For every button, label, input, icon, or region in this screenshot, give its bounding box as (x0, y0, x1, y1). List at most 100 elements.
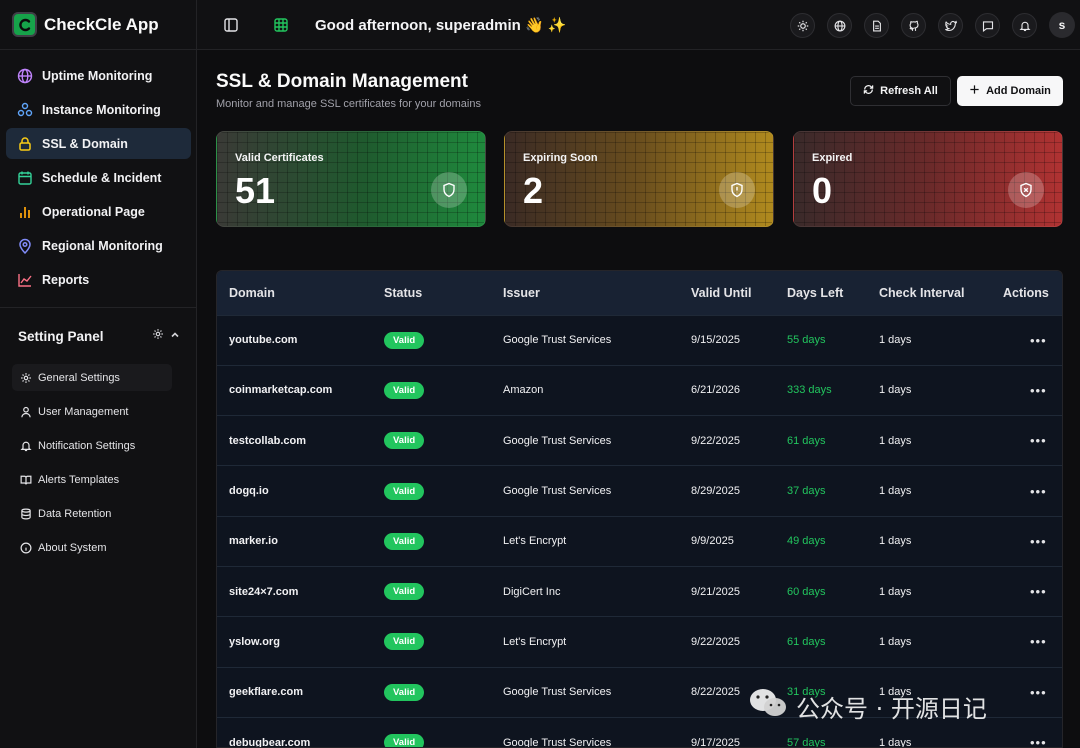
stat-label: Expiring Soon (523, 152, 598, 164)
days-left-cell: 55 days (787, 334, 826, 347)
sidebar-toggle-icon[interactable] (220, 14, 242, 36)
table-row[interactable]: yslow.org Valid Let's Encrypt 9/22/2025 … (217, 616, 1062, 667)
brand[interactable]: CheckCle App (0, 0, 197, 50)
lock-icon (16, 135, 34, 153)
nav-label: Uptime Monitoring (42, 68, 153, 83)
column-header-days-left[interactable]: Days Left (787, 285, 844, 300)
column-header-valid-until[interactable]: Valid Until (691, 285, 752, 300)
column-header-status[interactable]: Status (384, 285, 423, 300)
table-row[interactable]: site24×7.com Valid DigiCert Inc 9/21/202… (217, 566, 1062, 616)
docs-file-icon[interactable] (864, 13, 889, 38)
more-actions-icon[interactable]: ••• (1030, 483, 1047, 499)
domain-cell: testcollab.com (229, 434, 307, 447)
table-row[interactable]: geekflare.com Valid Google Trust Service… (217, 667, 1062, 717)
stat-value: 2 (523, 170, 544, 211)
nav-item-uptime-monitoring[interactable]: Uptime Monitoring (6, 60, 191, 91)
table-row[interactable]: marker.io Valid Let's Encrypt 9/9/2025 4… (217, 516, 1062, 566)
nav-item-ssl-domain[interactable]: SSL & Domain (6, 128, 191, 159)
days-left-cell: 61 days (787, 635, 826, 648)
app-title: CheckCle App (44, 14, 159, 34)
settings-item-data-retention[interactable]: Data Retention (12, 500, 172, 527)
theme-toggle-sun-icon[interactable] (790, 13, 815, 38)
github-icon[interactable] (901, 13, 926, 38)
column-header-check-interval[interactable]: Check Interval (879, 285, 965, 300)
days-left-cell: 61 days (787, 434, 826, 447)
settings-item-label: Notification Settings (38, 439, 136, 452)
info-icon (19, 541, 32, 554)
settings-item-general[interactable]: General Settings (12, 364, 172, 391)
language-globe-icon[interactable] (827, 13, 852, 38)
more-actions-icon[interactable]: ••• (1030, 684, 1047, 700)
settings-item-alerts-templates[interactable]: Alerts Templates (12, 466, 172, 493)
shield-x-icon (1008, 172, 1044, 208)
table-row[interactable]: testcollab.com Valid Google Trust Servic… (217, 415, 1062, 466)
more-actions-icon[interactable]: ••• (1030, 634, 1047, 650)
bell-icon (19, 439, 32, 452)
more-actions-icon[interactable]: ••• (1030, 382, 1047, 398)
domain-cell: dogq.io (229, 485, 269, 498)
sidebar-divider (0, 307, 197, 308)
notification-bell-icon[interactable] (1012, 13, 1037, 38)
check-interval-cell: 1 days (879, 334, 912, 347)
stat-label: Valid Certificates (235, 152, 324, 164)
chevron-up-icon[interactable] (170, 327, 180, 345)
more-actions-icon[interactable]: ••• (1030, 433, 1047, 449)
avatar[interactable]: s (1049, 12, 1075, 38)
add-domain-button[interactable]: Add Domain (957, 76, 1063, 106)
settings-item-label: User Management (38, 405, 129, 418)
issuer-cell: DigiCert Inc (503, 585, 561, 598)
network-icon (16, 101, 34, 119)
valid-until-cell: 9/22/2025 (691, 635, 740, 648)
status-badge: Valid (384, 331, 425, 349)
refresh-all-label: Refresh All (880, 85, 938, 97)
status-badge: Valid (384, 583, 425, 601)
setting-panel-header[interactable]: Setting Panel (18, 327, 180, 345)
valid-until-cell: 9/17/2025 (691, 736, 740, 748)
refresh-all-button[interactable]: Refresh All (850, 76, 951, 106)
nav-item-instance-monitoring[interactable]: Instance Monitoring (6, 94, 191, 125)
valid-until-cell: 6/21/2026 (691, 384, 740, 397)
nav-item-schedule-incident[interactable]: Schedule & Incident (6, 162, 191, 193)
settings-item-user-management[interactable]: User Management (12, 398, 172, 425)
nav-label: Operational Page (42, 204, 145, 219)
nav-item-reports[interactable]: Reports (6, 264, 191, 295)
column-header-issuer[interactable]: Issuer (503, 285, 540, 300)
setting-panel-title: Setting Panel (18, 328, 104, 344)
watermark: 公众号 · 开源日记 (748, 686, 987, 726)
settings-item-notification[interactable]: Notification Settings (12, 432, 172, 459)
domain-cell: debugbear.com (229, 736, 311, 748)
table-row[interactable]: dogq.io Valid Google Trust Services 8/29… (217, 465, 1062, 516)
message-icon[interactable] (975, 13, 1000, 38)
bar-chart-icon (16, 203, 34, 221)
settings-list: General Settings User Management Notific… (12, 364, 172, 568)
valid-until-cell: 9/21/2025 (691, 585, 740, 598)
settings-item-label: Data Retention (38, 507, 112, 520)
greeting-text: Good afternoon, superadmin 👋 ✨ (315, 17, 567, 34)
valid-until-cell: 8/22/2025 (691, 686, 740, 699)
main-content: SSL & Domain Management Monitor and mana… (197, 50, 1080, 748)
nav-label: SSL & Domain (42, 136, 128, 151)
domain-cell: marker.io (229, 535, 278, 548)
nav-label: Schedule & Incident (42, 170, 162, 185)
nav-item-regional-monitoring[interactable]: Regional Monitoring (6, 230, 191, 261)
main-nav: Uptime Monitoring Instance Monitoring SS… (6, 60, 191, 298)
table-row[interactable]: debugbear.com Valid Google Trust Service… (217, 717, 1062, 748)
column-header-domain[interactable]: Domain (229, 285, 275, 300)
table-row[interactable]: youtube.com Valid Google Trust Services … (217, 315, 1062, 365)
nav-label: Regional Monitoring (42, 238, 163, 253)
table-row[interactable]: coinmarketcap.com Valid Amazon 6/21/2026… (217, 365, 1062, 415)
check-interval-cell: 1 days (879, 736, 912, 748)
valid-until-cell: 9/22/2025 (691, 434, 740, 447)
more-actions-icon[interactable]: ••• (1030, 584, 1047, 600)
map-pin-icon (16, 237, 34, 255)
nav-item-operational-page[interactable]: Operational Page (6, 196, 191, 227)
settings-item-about-system[interactable]: About System (12, 534, 172, 561)
grid-table-icon[interactable] (270, 14, 292, 36)
ssl-domain-table: Domain Status Issuer Valid Until Days Le… (216, 270, 1063, 748)
plus-icon (969, 84, 980, 98)
nav-label: Reports (42, 272, 90, 287)
more-actions-icon[interactable]: ••• (1030, 332, 1047, 348)
twitter-icon[interactable] (938, 13, 963, 38)
more-actions-icon[interactable]: ••• (1030, 533, 1047, 549)
more-actions-icon[interactable]: ••• (1030, 735, 1047, 748)
